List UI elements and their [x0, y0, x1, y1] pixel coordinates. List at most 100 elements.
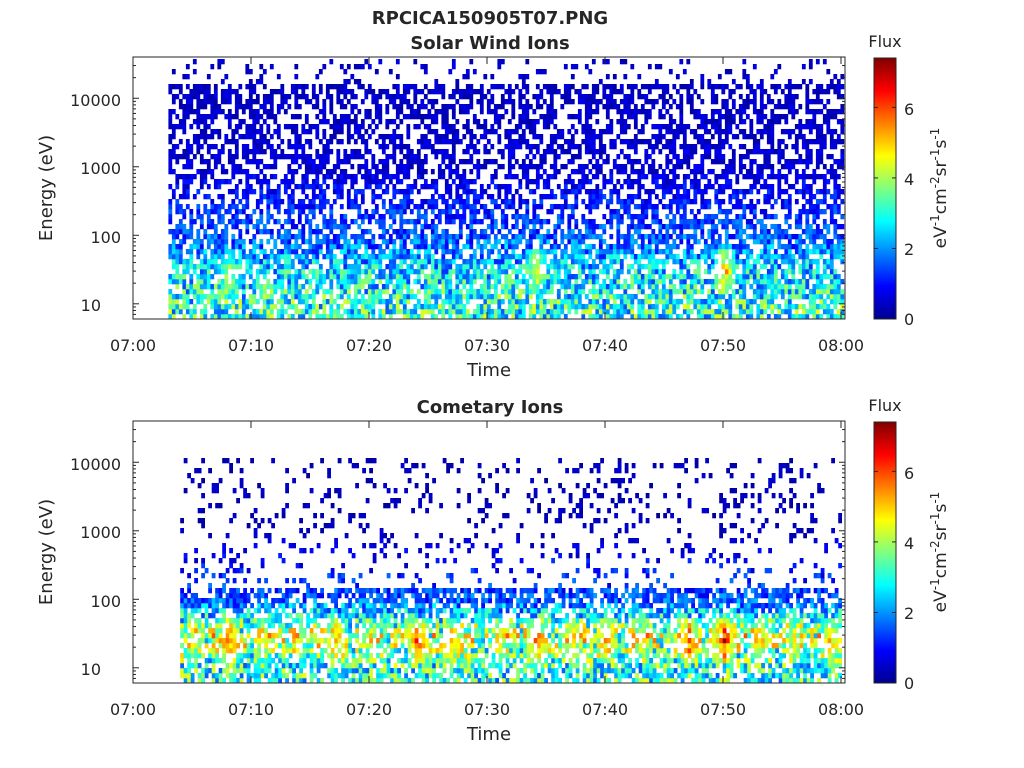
- heatmap-cell: [479, 274, 484, 280]
- heatmap-cell: [728, 89, 733, 95]
- heatmap-cell: [539, 299, 544, 305]
- heatmap-cell: [304, 274, 309, 280]
- heatmap-cell: [364, 214, 369, 220]
- heatmap-cell: [675, 209, 680, 215]
- heatmap-cell: [560, 219, 565, 225]
- heatmap-cell: [742, 164, 747, 170]
- heatmap-cell: [276, 284, 281, 290]
- heatmap-cell: [336, 119, 341, 125]
- heatmap-cell: [570, 234, 575, 240]
- heatmap-cell: [598, 144, 603, 150]
- heatmap-cell: [731, 224, 736, 230]
- heatmap-cell: [441, 249, 446, 255]
- heatmap-cell: [602, 299, 607, 305]
- heatmap-cell: [721, 139, 726, 145]
- heatmap-cell: [203, 129, 208, 135]
- heatmap-cell: [367, 244, 372, 250]
- heatmap-cell: [539, 154, 544, 160]
- heatmap-cell: [518, 104, 523, 110]
- heatmap-cell: [626, 109, 631, 115]
- heatmap-cell: [633, 139, 638, 145]
- heatmap-cell: [644, 174, 649, 180]
- heatmap-cell: [525, 164, 530, 170]
- heatmap-cell: [595, 149, 600, 155]
- heatmap-cell: [721, 129, 726, 135]
- heatmap-cell: [640, 184, 645, 190]
- heatmap-cell: [686, 99, 691, 105]
- heatmap-cell: [350, 274, 355, 280]
- heatmap-cell: [595, 159, 600, 165]
- heatmap-cell: [696, 209, 701, 215]
- heatmap-cell: [259, 284, 264, 290]
- heatmap-cell: [213, 114, 218, 120]
- heatmap-cell: [360, 259, 365, 265]
- heatmap-cell: [717, 149, 722, 155]
- heatmap-cell: [504, 264, 509, 270]
- heatmap-cell: [521, 79, 526, 85]
- heatmap-cell: [591, 269, 596, 275]
- heatmap-cell: [206, 239, 211, 245]
- heatmap-cell: [430, 269, 435, 275]
- heatmap-cell: [721, 114, 726, 120]
- heatmap-cell: [423, 154, 428, 160]
- heatmap-cell: [255, 79, 260, 85]
- heatmap-cell: [595, 274, 600, 280]
- heatmap-cell: [322, 219, 327, 225]
- heatmap-cell: [245, 149, 250, 155]
- heatmap-cell: [563, 279, 568, 285]
- heatmap-cell: [493, 129, 498, 135]
- heatmap-cell: [280, 294, 285, 300]
- heatmap-cell: [465, 294, 470, 300]
- heatmap-cell: [553, 259, 558, 265]
- heatmap-cell: [171, 279, 176, 285]
- heatmap-cell: [427, 184, 432, 190]
- heatmap-cell: [724, 139, 729, 145]
- heatmap-cell: [367, 64, 372, 70]
- heatmap-cell: [497, 229, 502, 235]
- heatmap-cell: [623, 294, 628, 300]
- heatmap-cell: [598, 79, 603, 85]
- heatmap-cell: [689, 154, 694, 160]
- heatmap-cell: [497, 114, 502, 120]
- heatmap-cell: [427, 259, 432, 265]
- heatmap-cell: [206, 299, 211, 305]
- heatmap-cell: [724, 229, 729, 235]
- heatmap-cell: [602, 279, 607, 285]
- heatmap-cell: [276, 129, 281, 135]
- heatmap-cell: [710, 184, 715, 190]
- heatmap-cell: [703, 139, 708, 145]
- heatmap-cell: [269, 294, 274, 300]
- heatmap-cell: [213, 159, 218, 165]
- heatmap-cell: [395, 174, 400, 180]
- heatmap-cell: [259, 264, 264, 270]
- heatmap-cell: [679, 199, 684, 205]
- heatmap-cell: [469, 229, 474, 235]
- heatmap-cell: [588, 289, 593, 295]
- heatmap-cell: [584, 259, 589, 265]
- heatmap-cell: [294, 249, 299, 255]
- heatmap-cell: [374, 289, 379, 295]
- heatmap-cell: [710, 309, 715, 315]
- heatmap-cell: [206, 99, 211, 105]
- heatmap-cell: [630, 114, 635, 120]
- heatmap-cell: [266, 294, 271, 300]
- heatmap-cell: [262, 84, 267, 90]
- heatmap-cell: [420, 259, 425, 265]
- heatmap-cell: [637, 194, 642, 200]
- heatmap-cell: [322, 194, 327, 200]
- heatmap-cell: [714, 239, 719, 245]
- heatmap-cell: [308, 284, 313, 290]
- heatmap-cell: [609, 254, 614, 260]
- heatmap-cell: [308, 249, 313, 255]
- heatmap-cell: [511, 224, 516, 230]
- heatmap-cell: [458, 89, 463, 95]
- heatmap-cell: [546, 119, 551, 125]
- heatmap-cell: [266, 139, 271, 145]
- heatmap-cell: [399, 149, 404, 155]
- heatmap-cell: [458, 309, 463, 315]
- heatmap-cell: [385, 159, 390, 165]
- heatmap-cell: [605, 109, 610, 115]
- heatmap-cell: [689, 284, 694, 290]
- heatmap-cell: [717, 204, 722, 210]
- heatmap-cell: [255, 139, 260, 145]
